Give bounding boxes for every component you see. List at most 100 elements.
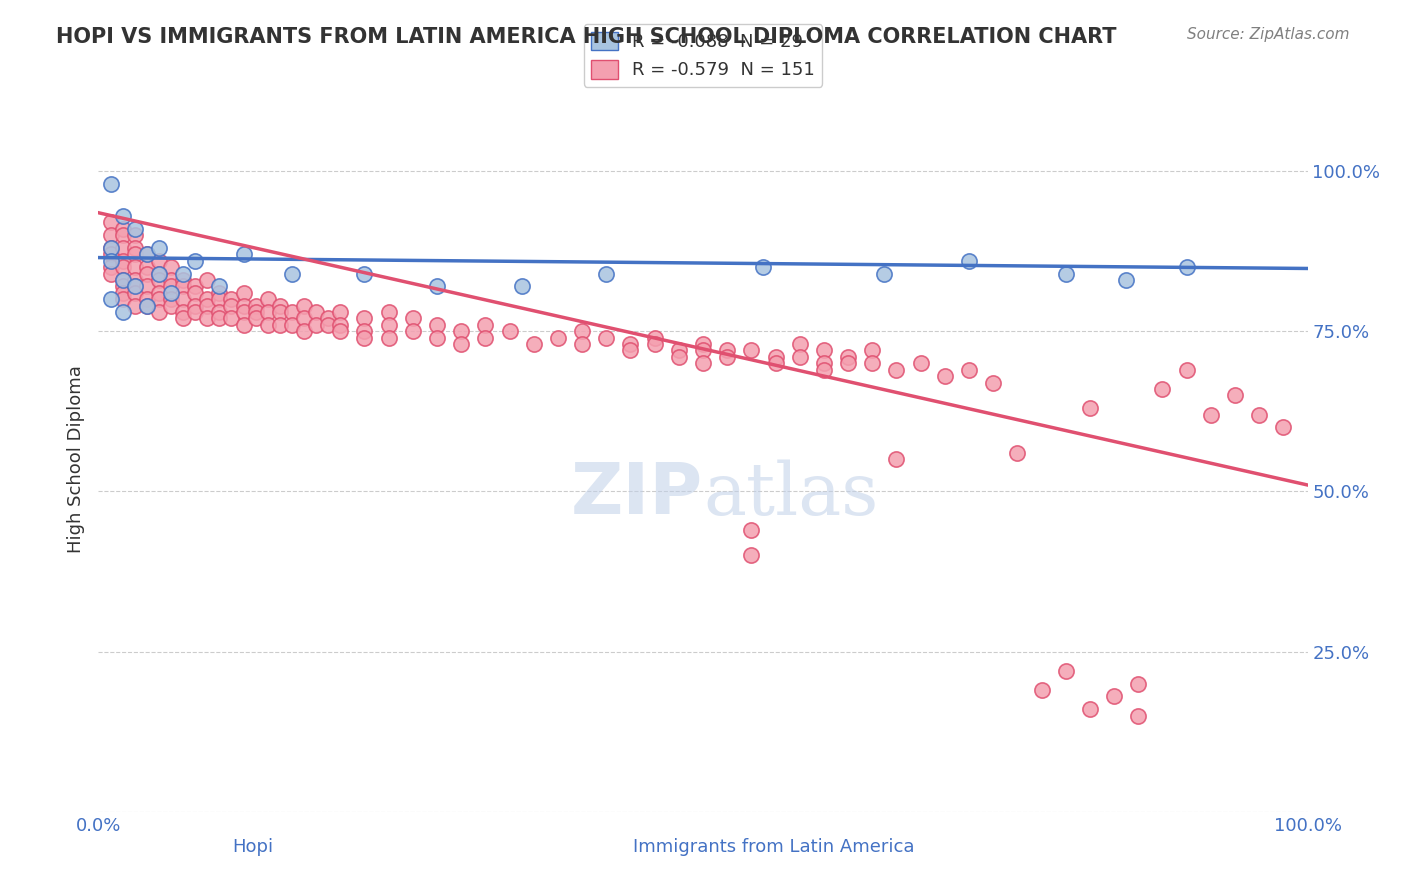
Point (353, 331, 375, 345)
Point (1054, 664, 1077, 678)
Point (716, 350, 738, 364)
Point (232, 247, 254, 261)
Point (172, 273, 194, 287)
Point (208, 285, 231, 300)
Point (135, 247, 157, 261)
Point (1249, 408, 1271, 422)
Point (716, 343, 738, 358)
Point (1175, 260, 1198, 275)
Point (195, 311, 218, 326)
Point (450, 324, 472, 338)
Point (148, 253, 170, 268)
Point (245, 305, 267, 319)
Point (184, 305, 207, 319)
Point (329, 305, 352, 319)
Point (172, 267, 194, 281)
Point (547, 331, 569, 345)
Point (510, 279, 533, 293)
Point (111, 241, 134, 255)
Point (910, 356, 932, 370)
Point (619, 337, 641, 351)
Text: ZIP: ZIP (571, 460, 703, 529)
Point (281, 305, 304, 319)
Point (160, 279, 183, 293)
Point (124, 247, 146, 261)
Point (886, 362, 908, 376)
Point (148, 292, 170, 306)
Point (1054, 267, 1077, 281)
Y-axis label: High School Diploma: High School Diploma (66, 366, 84, 553)
Point (160, 285, 183, 300)
Point (208, 292, 231, 306)
Point (1102, 690, 1125, 704)
Point (232, 305, 254, 319)
Point (111, 292, 134, 306)
Point (1078, 702, 1101, 716)
Point (740, 343, 762, 358)
Point (100, 247, 122, 261)
Point (160, 292, 183, 306)
Point (195, 273, 218, 287)
Point (474, 331, 496, 345)
Point (184, 299, 207, 313)
Point (221, 299, 243, 313)
Point (1199, 408, 1222, 422)
Point (837, 356, 859, 370)
Point (208, 279, 231, 293)
Point (111, 285, 134, 300)
Point (498, 324, 520, 338)
Point (813, 343, 835, 358)
Point (135, 299, 157, 313)
Point (765, 356, 787, 370)
Point (124, 260, 146, 275)
Point (692, 337, 714, 351)
Point (111, 273, 134, 287)
Text: HOPI VS IMMIGRANTS FROM LATIN AMERICA HIGH SCHOOL DIPLOMA CORRELATION CHART: HOPI VS IMMIGRANTS FROM LATIN AMERICA HI… (56, 27, 1116, 46)
Text: Source: ZipAtlas.com: Source: ZipAtlas.com (1187, 27, 1350, 42)
Point (135, 247, 157, 261)
Point (329, 324, 352, 338)
Point (100, 177, 122, 191)
Point (426, 331, 449, 345)
Point (256, 318, 278, 332)
Point (172, 279, 194, 293)
Point (860, 356, 883, 370)
Point (124, 221, 146, 235)
Point (111, 260, 134, 275)
Point (135, 267, 157, 281)
Point (100, 215, 122, 229)
Point (644, 331, 666, 345)
Point (184, 285, 207, 300)
Point (124, 279, 146, 293)
Point (100, 267, 122, 281)
Point (100, 253, 122, 268)
Point (111, 228, 134, 243)
Point (111, 279, 134, 293)
Point (402, 324, 425, 338)
Point (148, 285, 170, 300)
Point (232, 299, 254, 313)
Text: atlas: atlas (703, 459, 879, 530)
Point (232, 318, 254, 332)
Text: Immigrants from Latin America: Immigrants from Latin America (633, 838, 914, 856)
Point (281, 318, 304, 332)
Point (148, 305, 170, 319)
Point (256, 292, 278, 306)
Point (305, 305, 328, 319)
Point (934, 369, 956, 384)
Point (100, 228, 122, 243)
Point (426, 279, 449, 293)
Point (813, 356, 835, 370)
Point (571, 337, 593, 351)
Point (172, 305, 194, 319)
Point (1272, 420, 1295, 434)
Point (957, 362, 980, 376)
Point (353, 324, 375, 338)
Point (135, 292, 157, 306)
Point (1128, 676, 1150, 690)
Point (692, 356, 714, 370)
Point (644, 337, 666, 351)
Point (1175, 362, 1198, 376)
Point (208, 311, 231, 326)
Point (172, 292, 194, 306)
